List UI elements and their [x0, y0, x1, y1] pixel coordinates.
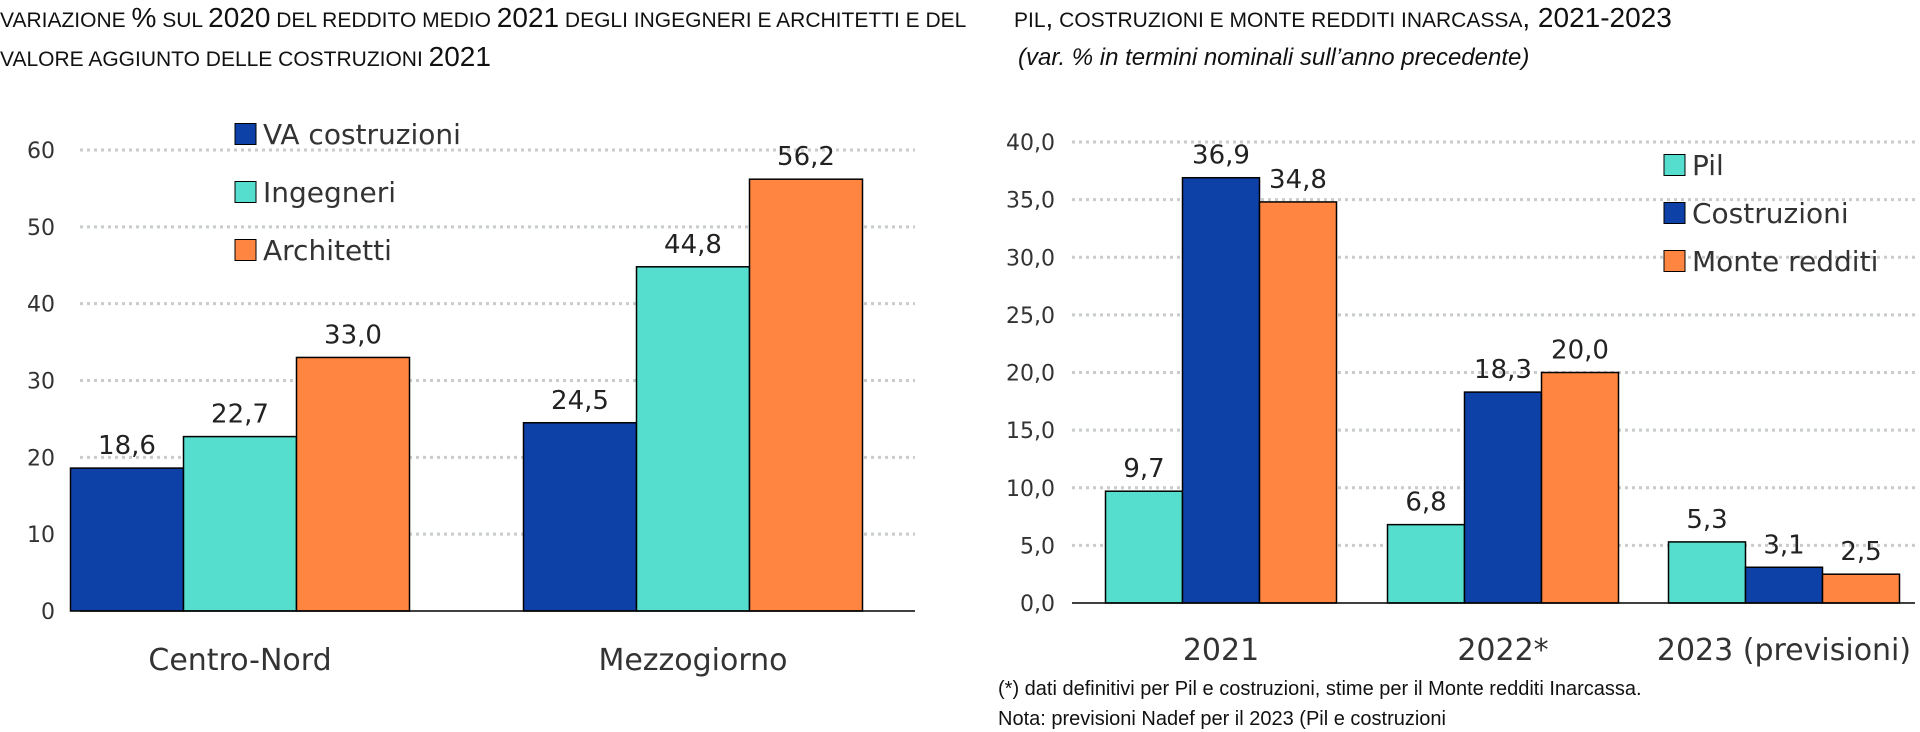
- legend-swatch: [1663, 250, 1686, 272]
- left-title-part-7: 2021: [428, 41, 491, 72]
- left-title-part-1: %: [131, 2, 157, 33]
- data-label: 5,3: [1686, 505, 1727, 535]
- data-label: 9,7: [1123, 454, 1164, 484]
- bar-ingegneri-1: [635, 266, 751, 612]
- legend-swatch: [234, 123, 257, 145]
- note: Nota: previsioni Nadef per il 2023 (Pil …: [998, 708, 1446, 730]
- legend-label: Ingegneri: [263, 176, 396, 209]
- category-label: 2021: [1183, 633, 1259, 668]
- bar-ingegneri-0: [182, 435, 298, 612]
- chart-0: 0 10 20 30 40 50 60 18,6 22,7 33,0 Centro-Nord 24,5…: [27, 118, 915, 678]
- right-title-part-1: ,: [1045, 2, 1054, 33]
- legend-label: Costruzioni: [1692, 197, 1849, 230]
- right-title-part-3: , 2021-2023: [1522, 2, 1672, 33]
- legend-swatch: [1663, 154, 1686, 176]
- legend-label: Monte redditi: [1692, 245, 1878, 278]
- data-label: 22,7: [211, 400, 269, 430]
- left-title-part-4: DEL REDDITO MEDIO: [270, 9, 497, 32]
- y-tick-label: 40,0: [1006, 131, 1055, 156]
- category-label: Mezzogiorno: [598, 643, 787, 678]
- legend-swatch: [234, 181, 257, 203]
- y-tick-label: 10,0: [1006, 477, 1055, 502]
- bar-monte-redditi-0: [1258, 201, 1338, 604]
- bar-costruzioni-1: [1463, 391, 1543, 604]
- y-tick-label: 0,0: [1020, 592, 1055, 617]
- left-title-part-2: SUL: [156, 9, 209, 32]
- bar-va-costruzioni-1: [522, 422, 638, 612]
- legend-swatch: [234, 239, 257, 261]
- right-title-part-0: PIL: [1014, 9, 1046, 32]
- y-tick-label: 60: [27, 139, 55, 164]
- bar-architetti-1: [748, 178, 864, 612]
- bar-costruzioni-0: [1181, 176, 1261, 604]
- category-label: 2023 (previsioni): [1657, 633, 1911, 668]
- left-title-part-5: 2021: [496, 2, 560, 33]
- data-label: 34,8: [1269, 165, 1327, 195]
- legend-swatch: [1663, 202, 1686, 224]
- data-label: 18,6: [98, 431, 156, 461]
- legend-label: VA costruzioni: [263, 118, 461, 151]
- bar-architetti-0: [295, 356, 411, 612]
- y-tick-label: 40: [27, 293, 55, 318]
- bar-pil-1: [1386, 523, 1466, 604]
- data-label: 44,8: [664, 230, 722, 260]
- footnote: (*) dati definitivi per Pil e costruzion…: [998, 678, 1642, 700]
- legend-label: Pil: [1692, 149, 1724, 182]
- chart-1: 0,0 5,0 10,0 15,0 20,0 25,0 30,0 35,0 40,0 9,7 36,…: [1006, 131, 1915, 668]
- bar-pil-0: [1104, 490, 1184, 604]
- data-label: 56,2: [777, 142, 835, 172]
- bar-va-costruzioni-0: [69, 467, 185, 612]
- legend-label: Architetti: [263, 234, 392, 267]
- y-tick-label: 30,0: [1006, 246, 1055, 271]
- y-tick-label: 35,0: [1006, 189, 1055, 214]
- y-tick-label: 25,0: [1006, 304, 1055, 329]
- right-title-part-2: COSTRUZIONI E MONTE REDDITI INARCASSA: [1053, 9, 1523, 32]
- data-label: 3,1: [1763, 530, 1804, 560]
- bar-pil-2: [1667, 541, 1747, 604]
- y-tick-label: 0: [41, 600, 55, 625]
- y-tick-label: 15,0: [1006, 419, 1055, 444]
- y-tick-label: 5,0: [1020, 534, 1055, 559]
- data-label: 33,0: [324, 320, 382, 350]
- left-title-part-0: VARIAZIONE: [0, 9, 132, 32]
- data-label: 6,8: [1405, 488, 1446, 518]
- category-label: 2022*: [1457, 633, 1548, 668]
- data-label: 36,9: [1192, 141, 1250, 171]
- left-title-part-3: 2020: [208, 2, 271, 33]
- right-chart-title: PIL, COSTRUZIONI E MONTE REDDITI INARCAS…: [1014, 0, 1914, 39]
- category-label: Centro-Nord: [148, 643, 331, 678]
- right-chart-subtitle: (var. % in termini nominali sull’anno pr…: [1018, 44, 1530, 71]
- data-label: 18,3: [1474, 355, 1532, 385]
- data-label: 24,5: [551, 386, 609, 416]
- left-title-part-6: DEGLI INGEGNERI E ARCHITETTI E DEL VALOR…: [0, 9, 966, 71]
- y-tick-label: 10: [27, 523, 55, 548]
- y-tick-label: 20,0: [1006, 362, 1055, 387]
- y-tick-label: 30: [27, 370, 55, 395]
- left-chart-title: VARIAZIONE % SUL 2020 DEL REDDITO MEDIO …: [0, 0, 990, 78]
- bar-monte-redditi-2: [1821, 573, 1901, 604]
- bar-monte-redditi-1: [1540, 371, 1620, 604]
- data-label: 20,0: [1551, 336, 1609, 366]
- bar-costruzioni-2: [1744, 566, 1824, 604]
- data-label: 2,5: [1840, 537, 1881, 567]
- y-tick-label: 20: [27, 446, 55, 471]
- y-tick-label: 50: [27, 216, 55, 241]
